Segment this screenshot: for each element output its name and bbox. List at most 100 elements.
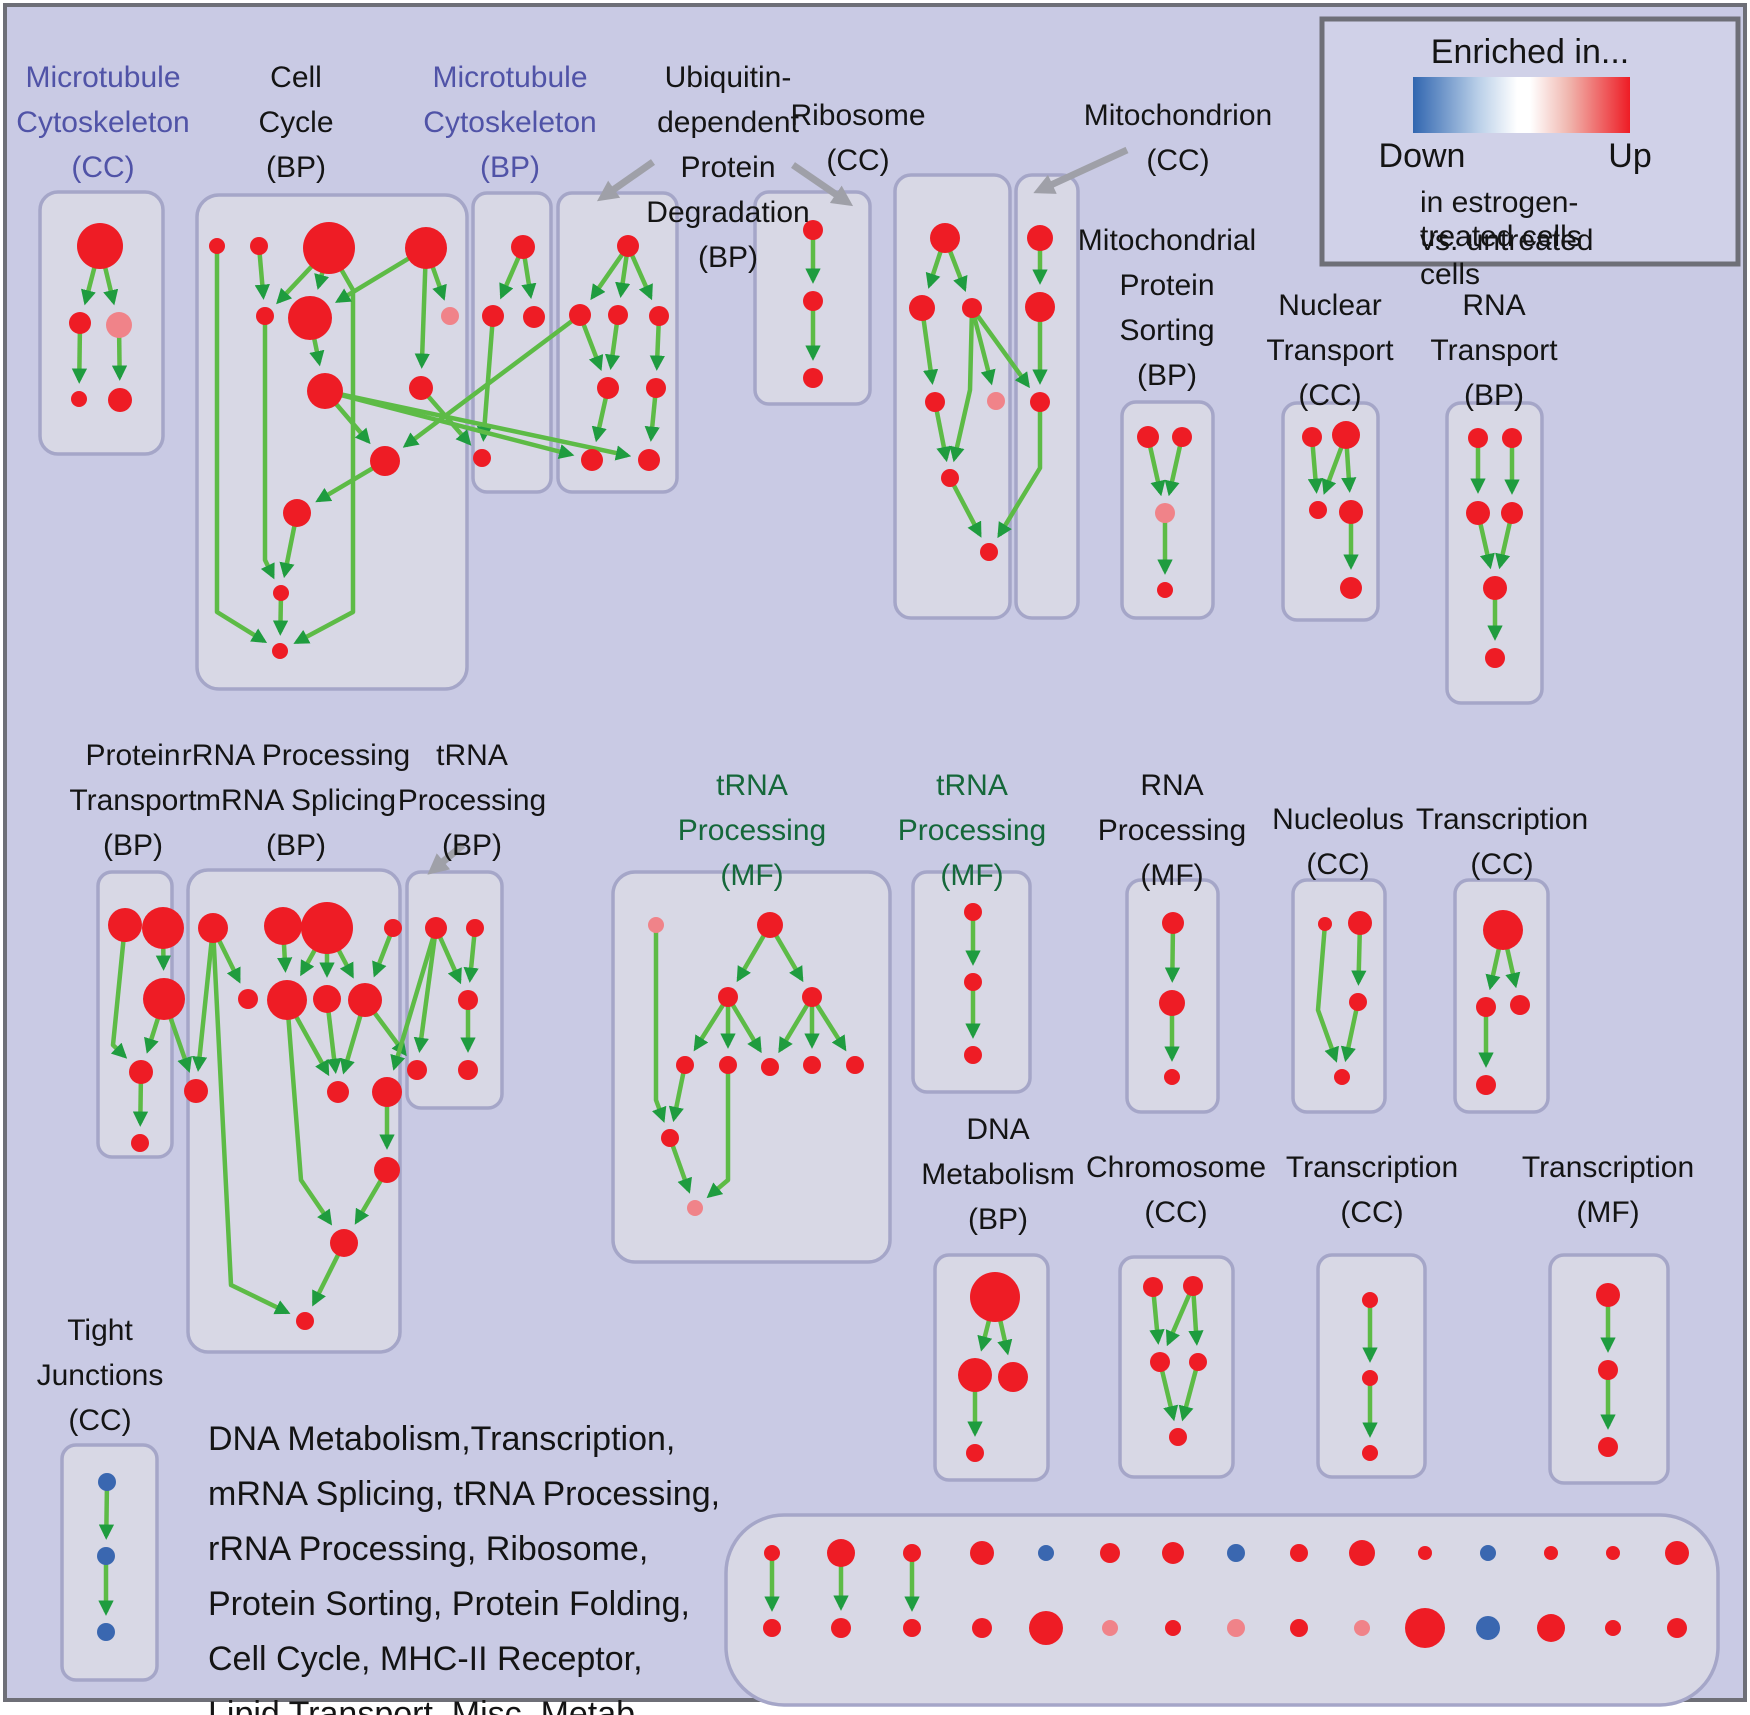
gene-set-node-red: [646, 378, 666, 398]
gene-set-node-red: [1510, 995, 1530, 1015]
relation-edge: [1165, 1285, 1196, 1347]
gene-set-node-red: [71, 391, 87, 407]
gene-set-node-red: [846, 1056, 864, 1074]
gene-set-node-red: [941, 469, 959, 487]
relation-edge: [997, 402, 1043, 539]
gene-set-node-red: [1100, 1543, 1120, 1563]
gene-set-node-red: [1318, 917, 1332, 931]
gene-set-node-red: [1349, 993, 1367, 1011]
gene-set-node-blue: [98, 1473, 116, 1491]
gene-set-node-red: [608, 305, 628, 325]
label-rna-transport-bp: RNA Transport (BP): [1430, 289, 1558, 412]
gene-set-node-red: [330, 1229, 358, 1257]
relation-edge: [390, 927, 439, 1071]
label-pointer-arrow: [791, 162, 854, 207]
gene-set-node-pink: [441, 307, 459, 325]
gene-set-node-red: [283, 499, 311, 527]
gene-set-node-red: [1340, 577, 1362, 599]
gene-set-node-red: [267, 980, 307, 1020]
gene-set-node-red: [69, 312, 91, 334]
gene-set-node-red: [1162, 1542, 1184, 1564]
gene-set-node-red: [458, 1060, 478, 1080]
gene-set-node-pink: [1227, 1619, 1245, 1637]
gene-set-node-red: [1483, 576, 1507, 600]
label-dna-metabolism-bp: DNA Metabolism (BP): [921, 1113, 1075, 1236]
gene-set-node-red: [425, 917, 447, 939]
gene-set-node-red: [1290, 1544, 1308, 1562]
gene-set-node-red: [1362, 1292, 1378, 1308]
label-nucleolus-cc: Nucleolus (CC): [1272, 803, 1404, 881]
gene-set-node-blue: [1227, 1544, 1245, 1562]
gene-set-node-red: [370, 446, 400, 476]
label-trna-processing-bp: tRNA Processing (BP): [397, 739, 547, 862]
gene-set-node-red: [972, 1618, 992, 1638]
gene-set-node-blue: [1480, 1545, 1496, 1561]
gene-set-node-red: [466, 919, 484, 937]
label-trna-processing-mf-1: tRNA Processing (MF): [677, 769, 827, 892]
gene-set-node-red: [1665, 1541, 1689, 1565]
gene-set-node-red: [1189, 1353, 1207, 1371]
gene-set-node-red: [407, 1060, 427, 1080]
label-transcription-mf: Transcription (MF): [1521, 1151, 1695, 1229]
relation-edge: [667, 1137, 692, 1194]
gene-set-node-red: [1606, 1546, 1620, 1560]
relation-edge: [476, 315, 496, 442]
gene-set-node-red: [250, 237, 268, 255]
relation-edge: [413, 927, 439, 1053]
gene-set-node-red: [581, 449, 603, 471]
gene-set-node-red: [1544, 1546, 1558, 1560]
label-microtubule-cytoskeleton-bp: Microtubule Cytoskeleton (BP): [423, 61, 597, 184]
relation-edge: [191, 927, 216, 1072]
gene-set-node-red: [1418, 1546, 1432, 1560]
relation-edge: [948, 476, 982, 538]
gene-set-node-red: [803, 291, 823, 311]
gene-set-node-red: [1466, 501, 1490, 525]
gene-set-node-red: [1029, 1611, 1063, 1645]
label-rrna-processing-mrna-splicing-bp: rRNA Processing mRNA Splicing (BP): [181, 739, 411, 862]
label-cell-cycle-bp: Cell Cycle (BP): [258, 61, 334, 184]
relation-edge: [98, 1481, 115, 1540]
legend-box: [1319, 16, 1741, 267]
shared-terms-note: DNA Metabolism,Transcription, mRNA Splic…: [208, 1420, 721, 1715]
gene-set-node-red: [1332, 421, 1360, 449]
gene-set-node-red: [962, 298, 982, 318]
relation-edge: [284, 999, 333, 1226]
gene-set-node-red: [970, 1541, 994, 1565]
gene-set-node-red: [597, 377, 619, 399]
label-tight-junctions-cc: Tight Junctions (CC): [36, 1314, 164, 1437]
gene-set-node-red: [1027, 225, 1053, 251]
gene-set-node-red: [131, 1134, 149, 1152]
gene-set-node-red: [718, 987, 738, 1007]
label-nuclear-transport-cc: Nuclear Transport (CC): [1266, 289, 1394, 412]
gene-set-node-red: [272, 643, 288, 659]
label-microtubule-cytoskeleton-cc: Microtubule Cytoskeleton (CC): [16, 61, 190, 184]
transcription-cc-low-box: [1316, 1253, 1427, 1479]
label-transcription-cc-mid: Transcription (CC): [1415, 803, 1589, 881]
gene-set-node-red: [143, 978, 185, 1020]
label-pointer-arrow: [596, 159, 656, 202]
label-trna-processing-mf-2: tRNA Processing (MF): [897, 769, 1047, 892]
gene-set-node-blue: [97, 1547, 115, 1565]
gene-set-node-red: [802, 987, 822, 1007]
shared-terms-strip-box: [724, 1513, 1720, 1707]
gene-set-node-red: [1164, 1069, 1180, 1085]
gene-set-node-red: [1502, 428, 1522, 448]
legend-subtitle-line1: in estrogen-treated cells: [1420, 186, 1582, 253]
label-ubiquitin-degradation-bp: Ubiquitin- dependent Protein Degradation…: [646, 61, 810, 274]
gene-set-node-red: [523, 306, 545, 328]
relation-edge: [810, 995, 847, 1052]
relation-edge: [693, 995, 730, 1052]
label-rna-processing-mf: RNA Processing (MF): [1097, 769, 1247, 892]
label-ribosome-cc: Ribosome (CC): [790, 99, 926, 177]
legend-gradient-bar: [1413, 77, 1630, 133]
gene-set-node-red: [1596, 1283, 1620, 1307]
gene-set-node-red: [970, 1272, 1020, 1322]
gene-set-node-red: [327, 1081, 349, 1103]
gene-set-node-red: [1183, 1276, 1203, 1296]
gene-set-node-red: [1030, 392, 1050, 412]
gene-set-node-red: [1667, 1618, 1687, 1638]
gene-set-node-red: [1172, 427, 1192, 447]
gene-set-node-red: [803, 1056, 821, 1074]
gene-set-node-red: [803, 368, 823, 388]
